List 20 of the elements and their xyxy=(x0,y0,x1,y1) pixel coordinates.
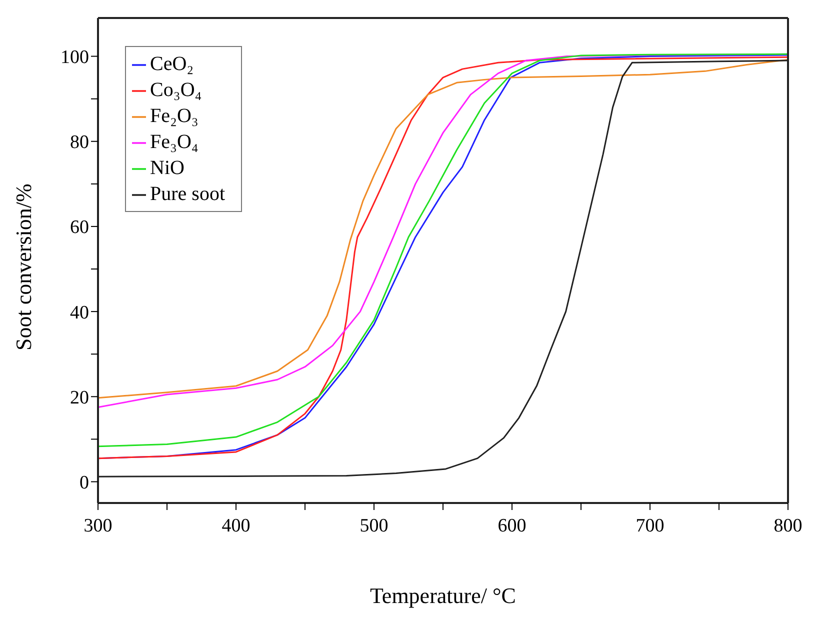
x-tick-label: 500 xyxy=(360,515,388,536)
x-axis-title: Temperature/ °C xyxy=(370,583,516,608)
x-tick-label: 800 xyxy=(774,515,802,536)
legend-label: Co₃O₄ xyxy=(150,79,202,101)
y-tick-label: 20 xyxy=(70,387,89,408)
y-tick-label: 80 xyxy=(70,132,89,154)
legend-label: Fe₂O₃ xyxy=(150,105,198,127)
y-tick-label: 100 xyxy=(60,47,89,68)
x-tick-label: 300 xyxy=(84,515,112,536)
y-axis-title: Soot conversion/% xyxy=(10,184,36,350)
x-tick-label: 600 xyxy=(498,515,526,536)
y-tick-label: 0 xyxy=(80,472,89,494)
x-tick-label: 400 xyxy=(222,515,250,536)
legend-label: NiO xyxy=(150,157,184,179)
legend-label: CeO₂ xyxy=(150,53,194,75)
x-tick-label: 700 xyxy=(636,515,664,536)
y-tick-label: 60 xyxy=(70,217,89,238)
y-tick-label: 40 xyxy=(70,302,89,324)
legend-label: Fe₃O₄ xyxy=(150,131,198,153)
legend-label: Pure soot xyxy=(150,183,225,205)
